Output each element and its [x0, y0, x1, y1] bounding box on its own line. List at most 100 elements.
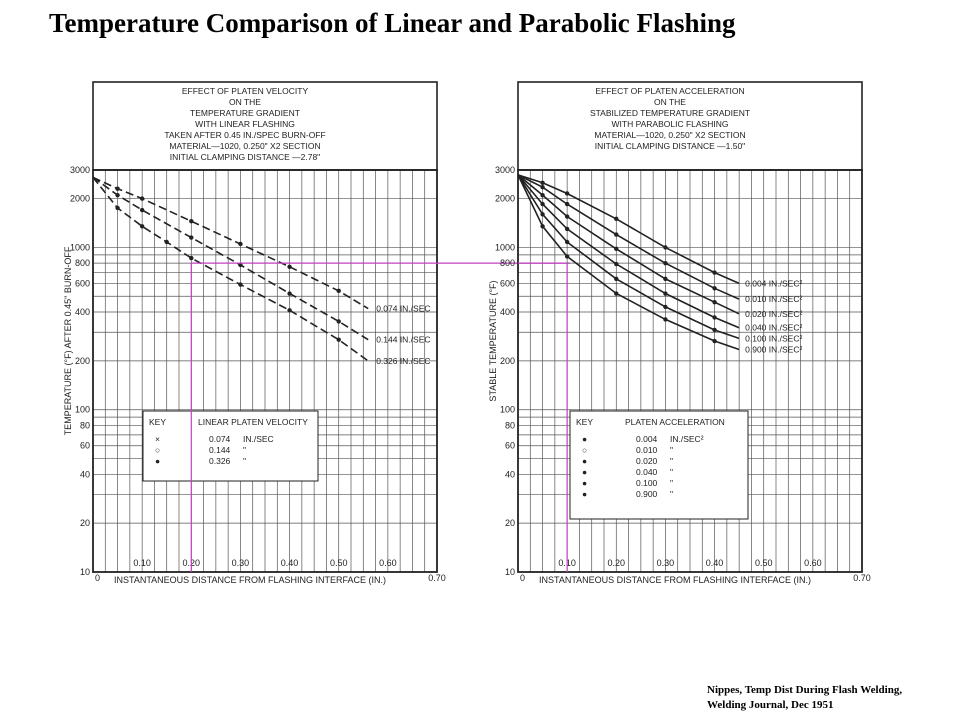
data-point — [614, 216, 619, 222]
x-tick-label: 0.50 — [755, 558, 773, 568]
series-label: 0.326 IN./SEC — [376, 356, 430, 366]
header-line: EFFECT OF PLATEN VELOCITY — [182, 86, 309, 96]
data-point — [540, 192, 545, 198]
citation-line-1: Nippes, Temp Dist During Flash Welding, — [707, 684, 903, 696]
y-tick-label: 40 — [80, 469, 90, 479]
x-tick-label: 0.10 — [133, 558, 151, 568]
y-tick-label: 80 — [505, 420, 515, 430]
grid — [518, 170, 862, 572]
header-line: INITIAL CLAMPING DISTANCE —2.78" — [170, 152, 320, 162]
x-tick-label: 0 — [520, 573, 525, 583]
key-value: 0.326 — [209, 456, 231, 466]
header-line: TAKEN AFTER 0.45 IN./SPEC BURN-OFF — [164, 130, 325, 140]
data-point — [164, 239, 169, 245]
series-label: 0.010 IN./SEC² — [745, 294, 802, 304]
x-axis-label: INSTANTANEOUS DISTANCE FROM FLASHING INT… — [114, 575, 386, 585]
header-line: TEMPERATURE GRADIENT — [190, 108, 300, 118]
data-point — [614, 276, 619, 282]
y-tick-label: 100 — [75, 405, 90, 415]
data-point — [564, 226, 570, 232]
y-tick-label: 200 — [500, 356, 515, 366]
data-point — [139, 207, 145, 213]
key-value: 0.040 — [636, 467, 658, 477]
data-point — [336, 288, 341, 294]
series-3: 0.020 IN./SEC² — [517, 174, 802, 319]
key-marker: ○ — [155, 445, 160, 455]
y-tick-label: 400 — [75, 307, 90, 317]
data-point — [287, 291, 292, 296]
header-line: EFFECT OF PLATEN ACCELERATION — [595, 86, 744, 96]
data-point — [663, 260, 668, 266]
data-point — [614, 232, 619, 237]
header-line: INITIAL CLAMPING DISTANCE —1.50" — [595, 141, 745, 151]
key-unit: " — [243, 456, 246, 466]
y-tick-label: 10 — [505, 567, 515, 577]
y-tick-label: 2000 — [495, 194, 515, 204]
highlight-guide — [518, 262, 568, 572]
key-title: KEY — [576, 417, 593, 427]
key-unit: " — [670, 478, 673, 488]
header-line: WITH PARABOLIC FLASHING — [612, 119, 729, 129]
x-tick-label: 0.40 — [281, 558, 299, 568]
y-tick-label: 3000 — [70, 165, 90, 175]
x-tick-label: 0.60 — [804, 558, 822, 568]
y-tick-label: 60 — [80, 441, 90, 451]
key: KEY LINEAR PLATEN VELOCITY × 0.074 IN./SEC ○ 0… — [142, 410, 319, 482]
x-tick-label: 0.30 — [232, 558, 250, 568]
y-tick-label: 800 — [75, 258, 90, 268]
y-tick-label: 600 — [500, 278, 515, 288]
data-point — [540, 180, 545, 186]
key-value: 0.020 — [636, 456, 658, 466]
x-tick-label: 0.70 — [853, 573, 871, 583]
data-point — [139, 224, 145, 229]
data-point — [663, 245, 668, 250]
key-unit: " — [670, 456, 673, 466]
data-point — [712, 286, 717, 291]
data-point — [139, 196, 145, 201]
data-point — [189, 219, 194, 224]
key-value: 0.900 — [636, 489, 658, 499]
key-marker: × — [155, 434, 160, 444]
series-2: 0.010 IN./SEC² — [517, 174, 802, 304]
key-heading: PLATEN ACCELERATION — [625, 417, 725, 427]
x-axis-label: INSTANTANEOUS DISTANCE FROM FLASHING INT… — [539, 575, 811, 585]
series-2: 0.144 IN./SEC — [92, 176, 431, 345]
key-value: 0.074 — [209, 434, 231, 444]
y-tick-label: 10 — [80, 567, 90, 577]
data-point — [663, 276, 668, 282]
series-label: 0.040 IN./SEC² — [745, 323, 802, 333]
x-tick-label: 0.50 — [330, 558, 348, 568]
key-marker: ● — [155, 456, 160, 466]
data-point — [238, 241, 243, 247]
header-line: MATERIAL—1020, 0.250" X2 SECTION — [594, 130, 745, 140]
key-value: 0.100 — [636, 478, 658, 488]
y-axis-label: STABLE TEMPERATURE (°F) — [488, 280, 498, 401]
y-tick-label: 80 — [80, 420, 90, 430]
citation-line-2: Welding Journal, Dec 1951 — [707, 699, 834, 711]
series-label: 0.100 IN./SEC² — [745, 333, 802, 343]
x-tick-label: 0.40 — [706, 558, 724, 568]
series-1: 0.074 IN./SEC — [92, 176, 431, 314]
y-tick-label: 800 — [500, 258, 515, 268]
data-point — [564, 201, 570, 207]
data-point — [540, 185, 545, 190]
key-value: 0.004 — [636, 434, 658, 444]
series-line — [92, 176, 369, 341]
y-tick-label: 3000 — [495, 165, 515, 175]
key-unit: " — [243, 445, 246, 455]
y-tick-label: 200 — [75, 356, 90, 366]
y-tick-label: 1000 — [495, 242, 515, 252]
data-point — [540, 224, 545, 229]
data-point — [712, 299, 717, 305]
data-point — [614, 246, 619, 252]
header-line: MATERIAL—1020, 0.250" X2 SECTION — [169, 141, 320, 151]
series-4: 0.040 IN./SEC² — [517, 174, 802, 333]
y-tick-label: 600 — [75, 278, 90, 288]
x-tick-label: 0.70 — [428, 573, 446, 583]
series-1: 0.004 IN./SEC² — [517, 174, 802, 288]
data-point — [287, 264, 292, 269]
key-marker: ● — [582, 456, 587, 466]
